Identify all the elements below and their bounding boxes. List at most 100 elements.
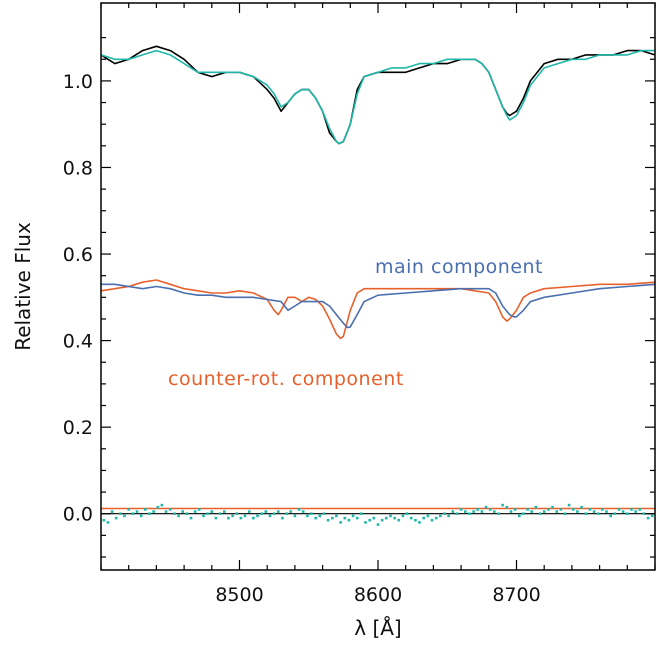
residual-point xyxy=(189,516,193,520)
residual-point xyxy=(331,516,334,520)
residual-point xyxy=(538,512,542,515)
residual-point xyxy=(551,505,554,509)
x-axis-label: λ [Å] xyxy=(354,616,401,640)
residual-point xyxy=(638,508,642,511)
residual-point xyxy=(567,503,571,507)
residual-point xyxy=(476,508,479,511)
residual-point xyxy=(223,510,226,513)
residual-point xyxy=(547,508,550,511)
main-series xyxy=(101,283,656,329)
residual-point xyxy=(559,508,563,511)
residual-point xyxy=(380,518,384,522)
residual-point xyxy=(247,510,251,513)
residual-point xyxy=(164,510,168,513)
residual-point xyxy=(110,510,114,513)
residual-point xyxy=(364,521,367,524)
y-tick-label: 1.0 xyxy=(63,71,93,93)
residual-point xyxy=(318,514,322,518)
residual-point xyxy=(376,523,380,526)
residual-point xyxy=(464,510,467,513)
y-tick-label: 0.4 xyxy=(63,331,93,353)
residual-point xyxy=(193,510,197,513)
residual-point xyxy=(418,521,421,524)
residual-point xyxy=(426,514,430,518)
residual-point xyxy=(351,514,355,518)
residual-point xyxy=(455,512,459,515)
axis-ticks xyxy=(100,3,656,570)
residual-point xyxy=(119,512,122,515)
residual-point xyxy=(335,514,338,518)
x-tick-label: 8500 xyxy=(215,584,263,606)
residual-point xyxy=(434,516,438,520)
residual-point xyxy=(447,514,450,518)
residual-point xyxy=(389,514,392,518)
residual-point xyxy=(617,508,621,511)
model-series xyxy=(100,49,655,145)
residual-point xyxy=(343,516,347,520)
residual-point xyxy=(584,512,588,515)
residual-point xyxy=(563,512,567,515)
residual-point xyxy=(231,514,234,518)
residual-point xyxy=(422,516,425,520)
residual-point xyxy=(459,508,463,511)
residual-point xyxy=(505,505,509,509)
residual-point xyxy=(310,512,313,515)
y-tick-label: 0.0 xyxy=(63,504,93,526)
residual-point xyxy=(601,508,604,511)
residual-point xyxy=(501,503,504,507)
residual-point xyxy=(542,510,546,513)
y-tick-label: 0.6 xyxy=(63,244,93,266)
x-tick-label: 8700 xyxy=(492,584,540,606)
residual-point xyxy=(451,510,455,513)
tick-labels: 8500 8600 8700 0.0 0.2 0.4 0.6 0.8 1.0 xyxy=(63,71,541,606)
y-axis-label: Relative Flux xyxy=(11,222,35,351)
residual-point xyxy=(160,503,164,507)
residual-point xyxy=(646,516,650,520)
residual-point xyxy=(596,512,600,515)
residual-point xyxy=(368,518,371,522)
residual-point xyxy=(401,514,405,518)
residual-point xyxy=(393,516,396,520)
residual-point xyxy=(642,512,646,515)
residual-point xyxy=(372,516,376,520)
residual-point xyxy=(306,514,309,518)
residual-point xyxy=(198,508,201,511)
residual-point xyxy=(576,510,579,513)
residual-point xyxy=(355,516,359,520)
residual-point xyxy=(301,510,305,513)
residual-point xyxy=(468,512,471,515)
residual-point xyxy=(605,510,608,513)
residual-point xyxy=(484,505,488,509)
residual-point xyxy=(405,512,409,515)
residual-point xyxy=(497,512,500,515)
x-tick-label: 8600 xyxy=(354,584,402,606)
residual-point xyxy=(102,518,106,522)
residual-point xyxy=(534,505,538,509)
residual-point xyxy=(347,518,351,522)
residual-point xyxy=(322,512,326,515)
y-tick-label: 0.8 xyxy=(63,157,93,179)
residual-point xyxy=(218,512,222,515)
residual-point xyxy=(152,510,155,513)
residual-point xyxy=(397,518,401,522)
residual-point xyxy=(227,516,230,520)
residual-point xyxy=(572,508,575,511)
residual-point xyxy=(114,516,118,520)
residual-point xyxy=(210,510,214,513)
residual-point xyxy=(277,510,280,513)
residual-point xyxy=(156,505,160,509)
residual-point xyxy=(177,514,180,518)
residual-point xyxy=(252,516,255,520)
residual-point xyxy=(522,512,525,515)
residual-point xyxy=(339,521,342,524)
y-tick-label: 0.2 xyxy=(63,417,93,439)
main-component-label: main component xyxy=(375,256,543,278)
residual-point xyxy=(131,512,135,515)
residual-point xyxy=(613,512,617,515)
residual-point xyxy=(206,512,209,515)
residual-point xyxy=(609,514,612,518)
residual-point xyxy=(173,512,176,515)
residual-point xyxy=(243,514,247,518)
residual-point xyxy=(385,516,388,520)
